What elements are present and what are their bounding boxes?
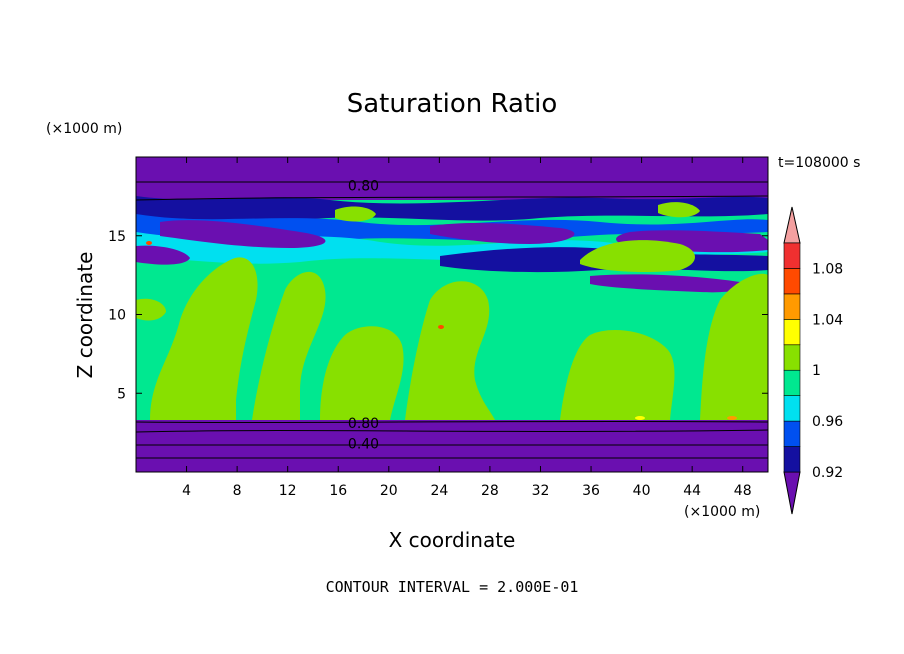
- mid-purple-streak: [590, 274, 748, 293]
- x-tick-label: 28: [481, 483, 499, 499]
- plume: [405, 281, 495, 420]
- x-axis: 4 8 12 16 20 24 28 32 36 40 44 48: [182, 157, 752, 499]
- y-tick-label: 10: [108, 308, 126, 324]
- plume: [335, 206, 376, 222]
- colorbar-label: 1: [812, 363, 821, 379]
- contour-label: 0.80: [348, 416, 379, 432]
- y-axis-title: Z coordinate: [73, 252, 97, 379]
- left-purple-streak: [136, 245, 190, 265]
- contour-label: 0.80: [348, 178, 379, 194]
- colorbar-swatch: [783, 446, 801, 473]
- colorbar-high-arrow: [783, 206, 801, 244]
- bottom-dry-band: [136, 420, 768, 472]
- plume: [150, 257, 258, 420]
- saturation-field: [136, 157, 768, 472]
- upper-purple-pocket: [430, 222, 575, 244]
- plume: [658, 202, 700, 218]
- x-tick-label: 32: [532, 483, 550, 499]
- plume: [580, 240, 695, 272]
- x-tick-label: 20: [380, 483, 398, 499]
- x-tick-label: 40: [633, 483, 651, 499]
- plume: [560, 330, 675, 420]
- x-tick-label: 8: [233, 483, 242, 499]
- colorbar-swatch: [783, 242, 801, 269]
- colorbar-label: 1.04: [812, 312, 843, 328]
- contour-line: [136, 429, 768, 433]
- colorbar-label: 0.92: [812, 465, 843, 481]
- colorbar-swatch: [783, 420, 801, 447]
- upper-purple-pocket: [160, 220, 326, 248]
- colorbar-swatch: [783, 293, 801, 320]
- contour-line: [136, 195, 768, 201]
- y-unit-label: (×1000 m): [46, 121, 122, 137]
- colorbar-low-arrow: [783, 471, 801, 515]
- time-label: t=108000 s: [778, 155, 860, 171]
- colorbar-swatch: [783, 369, 801, 396]
- y-axis: 5 10 15: [108, 229, 768, 402]
- colorbar-swatch: [783, 268, 801, 295]
- x-unit-label: (×1000 m): [684, 504, 760, 520]
- top-dry-band: [136, 157, 768, 200]
- plume: [700, 273, 768, 420]
- plume: [136, 298, 166, 321]
- y-tick-label: 5: [117, 386, 126, 402]
- plume: [252, 271, 326, 420]
- orange-spot: [146, 241, 152, 245]
- colorbar-swatch: [783, 344, 801, 371]
- x-tick-label: 44: [683, 483, 701, 499]
- contour-interval: CONTOUR INTERVAL = 2.000E-01: [326, 578, 579, 596]
- x-tick-label: 36: [582, 483, 600, 499]
- chart-title: Saturation Ratio: [347, 89, 558, 119]
- x-tick-label: 12: [279, 483, 297, 499]
- contour-labels: 0.80 0.80 0.40: [348, 178, 379, 452]
- contour-line: [136, 420, 768, 424]
- orange-spot: [438, 325, 444, 329]
- colorbar-label: 0.96: [812, 414, 843, 430]
- colorbar-swatch: [783, 319, 801, 346]
- x-tick-label: 24: [430, 483, 448, 499]
- colorbar-label: 1.08: [812, 261, 843, 277]
- yellow-spot: [635, 416, 645, 420]
- plume: [320, 326, 404, 420]
- colorbar-swatch: [783, 395, 801, 422]
- contour-label: 0.40: [348, 437, 379, 453]
- x-tick-label: 16: [329, 483, 347, 499]
- x-axis-title: X coordinate: [389, 528, 516, 552]
- orange-spot: [727, 416, 737, 420]
- y-tick-label: 15: [108, 229, 126, 245]
- colorbar: 0.92 0.96 1 1.04 1.08: [783, 206, 843, 515]
- upper-dark-band: [136, 196, 768, 222]
- x-tick-label: 48: [734, 483, 752, 499]
- x-tick-label: 4: [182, 483, 191, 499]
